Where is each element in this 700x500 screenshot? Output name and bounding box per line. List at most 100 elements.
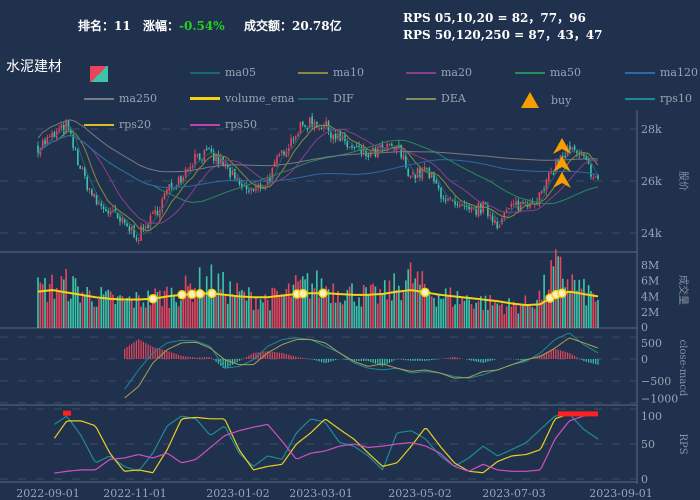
candle-body bbox=[494, 220, 496, 223]
candle-body bbox=[463, 204, 466, 207]
candle-body bbox=[128, 226, 131, 232]
volume-bar bbox=[290, 296, 292, 328]
candle-body bbox=[547, 172, 550, 182]
volume-bar bbox=[412, 283, 414, 328]
legend-item-rps20[interactable]: rps20 bbox=[84, 118, 151, 131]
legend-label: DIF bbox=[333, 92, 354, 105]
volume-bar bbox=[248, 287, 250, 328]
candle-body bbox=[290, 138, 292, 147]
legend-item-ma05[interactable]: ma05 bbox=[190, 66, 256, 79]
volume-bar bbox=[98, 298, 100, 328]
volume-bar bbox=[238, 291, 241, 328]
volume-bar bbox=[297, 281, 299, 328]
candle-body bbox=[250, 188, 253, 191]
volume-bar bbox=[482, 310, 485, 328]
volume-bar bbox=[402, 292, 405, 328]
legend-label: rps50 bbox=[225, 118, 257, 131]
legend-item-rps50[interactable]: rps50 bbox=[190, 118, 257, 131]
volume-bar bbox=[95, 306, 98, 328]
volume-bar bbox=[437, 294, 440, 328]
volume-bar bbox=[590, 290, 592, 328]
candle-body bbox=[194, 153, 196, 165]
rps-tick-label: 100 bbox=[641, 410, 662, 423]
legend-label: volume_ema bbox=[225, 92, 295, 105]
volume-bar bbox=[536, 299, 538, 328]
candle-body bbox=[147, 225, 149, 229]
volume-bar bbox=[454, 304, 456, 328]
line-swatch-icon bbox=[190, 97, 220, 100]
volume-signal-dot bbox=[195, 289, 205, 299]
buy-marker bbox=[553, 138, 571, 154]
candle-body bbox=[107, 211, 110, 214]
volume-tick-label: 2M bbox=[641, 306, 659, 319]
legend-item-buy[interactable]: buy bbox=[515, 92, 571, 108]
legend-item-DIF[interactable]: DIF bbox=[298, 92, 354, 105]
legend-label: ma10 bbox=[333, 66, 364, 79]
ma05-line bbox=[37, 123, 599, 236]
candle-body bbox=[65, 121, 67, 133]
legend-item-ma20[interactable]: ma20 bbox=[406, 66, 472, 79]
candle-body bbox=[299, 122, 302, 135]
legend-label: buy bbox=[551, 93, 572, 107]
volume-bar bbox=[475, 302, 477, 328]
candle-body bbox=[487, 205, 489, 217]
volume-bar bbox=[278, 296, 281, 328]
volume-bar bbox=[339, 302, 342, 328]
legend-label: ma120 bbox=[660, 66, 698, 79]
volume-bar bbox=[393, 273, 395, 328]
candle-body bbox=[140, 225, 142, 241]
candle-body bbox=[533, 203, 536, 206]
candle-body bbox=[442, 198, 445, 200]
volume-bar bbox=[540, 299, 543, 328]
legend-item-ma10[interactable]: ma10 bbox=[298, 66, 364, 79]
legend-item-volume_ema[interactable]: volume_ema bbox=[190, 92, 294, 105]
sector-name: 水泥建材 bbox=[6, 59, 62, 75]
candle-body bbox=[130, 226, 133, 230]
legend-item-ma250[interactable]: ma250 bbox=[84, 92, 157, 105]
line-swatch-icon bbox=[625, 71, 655, 74]
volume-bar bbox=[383, 280, 386, 328]
legend-item-ma50[interactable]: ma50 bbox=[515, 66, 581, 79]
candle-body bbox=[353, 147, 356, 149]
volume-bar bbox=[376, 303, 379, 328]
volume-bar bbox=[280, 294, 283, 328]
volume-bar bbox=[203, 291, 206, 328]
candle-body bbox=[58, 129, 60, 132]
volume-bar bbox=[306, 273, 309, 328]
candle-body bbox=[266, 179, 269, 186]
candle-body bbox=[259, 184, 262, 189]
volume-signal-dot bbox=[557, 288, 567, 299]
volume-bar bbox=[154, 288, 156, 328]
volume-bar bbox=[440, 298, 442, 328]
volume-bar bbox=[93, 306, 96, 328]
candle-body bbox=[116, 212, 119, 218]
volume-bar bbox=[320, 278, 323, 328]
volume-bar bbox=[285, 289, 288, 328]
volume-bar bbox=[571, 274, 574, 328]
legend-item-rps10[interactable]: rps10 bbox=[625, 92, 692, 105]
dif-line bbox=[124, 332, 599, 390]
legend-item-ma120[interactable]: ma120 bbox=[625, 66, 698, 79]
volume-bar bbox=[257, 309, 260, 328]
candle-body bbox=[44, 139, 46, 145]
candle-body bbox=[430, 173, 433, 178]
volume-bar bbox=[121, 296, 124, 328]
candle-body bbox=[515, 201, 517, 205]
candle-body bbox=[285, 151, 288, 158]
volume-bar bbox=[51, 274, 53, 328]
volume-bar bbox=[234, 296, 236, 328]
candle-body bbox=[93, 193, 96, 197]
volume-bar bbox=[262, 302, 264, 328]
volume-signal-dot bbox=[207, 288, 217, 299]
volume-bar bbox=[489, 294, 492, 328]
candle-body bbox=[196, 155, 199, 157]
legend-item-candle[interactable] bbox=[84, 66, 114, 82]
candle-swatch-icon bbox=[90, 66, 108, 82]
legend-item-DEA[interactable]: DEA bbox=[406, 92, 466, 105]
volume-bar bbox=[191, 301, 194, 328]
candle-body bbox=[149, 215, 152, 227]
volume-bar bbox=[461, 296, 463, 328]
volume-bar bbox=[102, 294, 105, 328]
volume-bar bbox=[241, 289, 243, 328]
